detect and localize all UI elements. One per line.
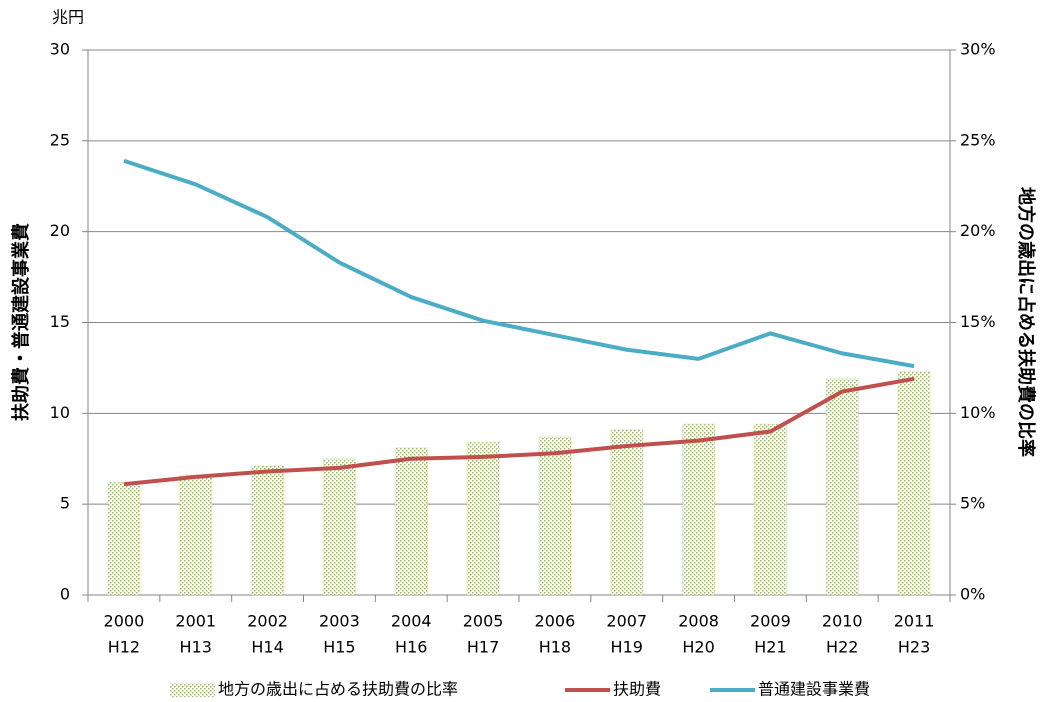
x-tick-label: 2006: [535, 612, 576, 631]
y-tick-label: 30: [50, 40, 70, 59]
x-tick-label: H21: [754, 638, 786, 657]
y-tick-label: 0: [60, 585, 70, 604]
x-tick-label: H18: [539, 638, 571, 657]
x-tick-label: 2003: [319, 612, 360, 631]
y2-tick-label: 0%: [960, 585, 985, 604]
bar: [251, 465, 285, 596]
legend-label: 扶助費: [613, 680, 661, 699]
x-tick-label: H20: [682, 638, 714, 657]
x-tick-label: 2011: [894, 612, 935, 631]
y2-tick-label: 20%: [960, 221, 996, 240]
x-tick-label: H19: [611, 638, 643, 657]
y-tick-label: 20: [50, 221, 70, 240]
x-tick-label: H16: [395, 638, 427, 657]
bar: [538, 436, 572, 596]
bar: [179, 474, 213, 596]
legend-label: 地方の歳出に占める扶助費の比率: [218, 680, 458, 699]
x-tick-label: H12: [108, 638, 140, 657]
bar: [107, 481, 141, 596]
x-tick-label: H14: [251, 638, 283, 657]
x-tick-label: H22: [826, 638, 858, 657]
legend-label: 普通建設事業費: [758, 680, 870, 699]
line-series: [123, 376, 915, 487]
x-tick-label: 2005: [463, 612, 504, 631]
x-tick-label: 2008: [678, 612, 719, 631]
line-series: [123, 158, 915, 369]
y-tick-label: 15: [50, 312, 70, 331]
legend-swatch: [170, 683, 215, 697]
y2-tick-label: 25%: [960, 130, 996, 149]
y2-tick-label: 30%: [960, 40, 996, 59]
bar: [322, 458, 356, 596]
bar: [466, 441, 500, 596]
x-tick-label: H15: [323, 638, 355, 657]
y2-tick-label: 10%: [960, 403, 996, 422]
bar: [610, 429, 644, 596]
y2-axis-title: 地方の歳出に占める扶助費の比率: [1015, 187, 1037, 457]
x-tick-label: 2004: [391, 612, 432, 631]
x-tick-label: 2002: [247, 612, 288, 631]
y-axis-title: 扶助費・普通建設事業費: [10, 223, 32, 421]
x-tick-label: 2007: [606, 612, 647, 631]
y-tick-label: 10: [50, 403, 70, 422]
x-tick-label: 2001: [175, 612, 216, 631]
bar: [753, 423, 787, 596]
x-tick-label: 2010: [822, 612, 863, 631]
x-tick-label: H13: [180, 638, 212, 657]
bar: [394, 447, 428, 596]
y-tick-label: 5: [60, 494, 70, 513]
bar: [897, 371, 931, 596]
bar: [682, 423, 716, 596]
unit-label: 兆円: [52, 8, 84, 27]
x-tick-label: H17: [467, 638, 499, 657]
x-tick-label: 2000: [104, 612, 145, 631]
x-tick-label: 2009: [750, 612, 791, 631]
y2-tick-label: 15%: [960, 312, 996, 331]
y-tick-label: 25: [50, 130, 70, 149]
y2-tick-label: 5%: [960, 494, 985, 513]
bar: [825, 378, 859, 596]
x-tick-label: H23: [898, 638, 930, 657]
